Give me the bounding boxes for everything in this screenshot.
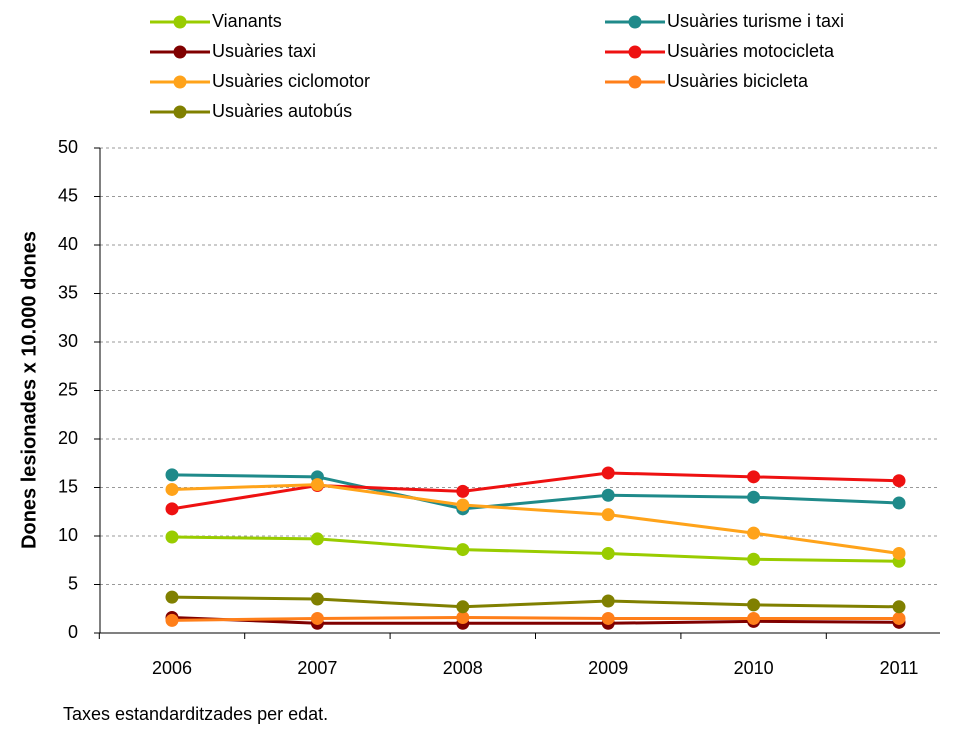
legend-marker (173, 15, 187, 29)
data-point (601, 546, 615, 560)
data-point (601, 488, 615, 502)
x-tick-label: 2008 (443, 658, 483, 678)
y-axis-label: Dones lesionades x 10.000 dones (18, 231, 40, 549)
data-point (165, 482, 179, 496)
data-point (310, 532, 324, 546)
data-point (747, 490, 761, 504)
x-tick-label: 2006 (152, 658, 192, 678)
legend-marker (628, 45, 642, 59)
data-point (892, 496, 906, 510)
series-line (171, 615, 900, 625)
series-line (171, 595, 900, 609)
y-tick-label: 0 (68, 622, 78, 642)
x-tick-label: 2010 (734, 658, 774, 678)
data-point (747, 470, 761, 484)
data-point (601, 466, 615, 480)
legend-marker (173, 105, 187, 119)
data-point (310, 611, 324, 625)
data-point (165, 590, 179, 604)
y-tick-label: 30 (58, 331, 78, 351)
legend-marker (173, 75, 187, 89)
data-point (165, 502, 179, 516)
series-line (171, 471, 900, 511)
data-point (601, 611, 615, 625)
legend-label: Usuàries motocicleta (667, 41, 835, 61)
legend-label: Usuàries turisme i taxi (667, 11, 844, 31)
legend-label: Usuàries taxi (212, 41, 316, 61)
data-point (165, 468, 179, 482)
data-point (601, 508, 615, 522)
y-tick-label: 45 (58, 185, 78, 205)
legend-marker (628, 15, 642, 29)
data-point (892, 600, 906, 614)
data-point (892, 546, 906, 560)
legend-label: Usuàries ciclomotor (212, 71, 370, 91)
legend-marker (173, 45, 187, 59)
data-point (747, 526, 761, 540)
series-line (171, 535, 900, 563)
data-point (165, 530, 179, 544)
data-point (747, 611, 761, 625)
y-tick-label: 10 (58, 525, 78, 545)
legend-label: Usuàries bicicleta (667, 71, 809, 91)
footnote: Taxes estandarditzades per edat. (63, 704, 328, 724)
x-tick-label: 2007 (297, 658, 337, 678)
data-point (747, 552, 761, 566)
x-tick-label: 2011 (880, 658, 919, 678)
data-point (310, 478, 324, 492)
y-tick-label: 5 (68, 573, 78, 593)
series-line (171, 483, 900, 555)
y-tick-label: 50 (58, 137, 78, 157)
legend-marker (628, 75, 642, 89)
data-point (892, 611, 906, 625)
legend-label: Usuàries autobús (212, 101, 352, 121)
data-point (456, 600, 470, 614)
legend-label: Vianants (212, 11, 282, 31)
data-point (456, 610, 470, 624)
x-tick-label: 2009 (588, 658, 628, 678)
y-tick-label: 25 (58, 379, 78, 399)
data-point (165, 613, 179, 627)
data-point (456, 543, 470, 557)
data-point (456, 498, 470, 512)
series-line (171, 615, 899, 622)
data-point (892, 474, 906, 488)
data-point (456, 484, 470, 498)
y-tick-label: 20 (58, 428, 78, 448)
y-tick-label: 15 (58, 476, 78, 496)
data-point (601, 594, 615, 608)
y-tick-label: 35 (58, 282, 78, 302)
data-point (310, 592, 324, 606)
y-tick-label: 40 (58, 234, 78, 254)
data-point (747, 598, 761, 612)
series-line (171, 473, 900, 511)
